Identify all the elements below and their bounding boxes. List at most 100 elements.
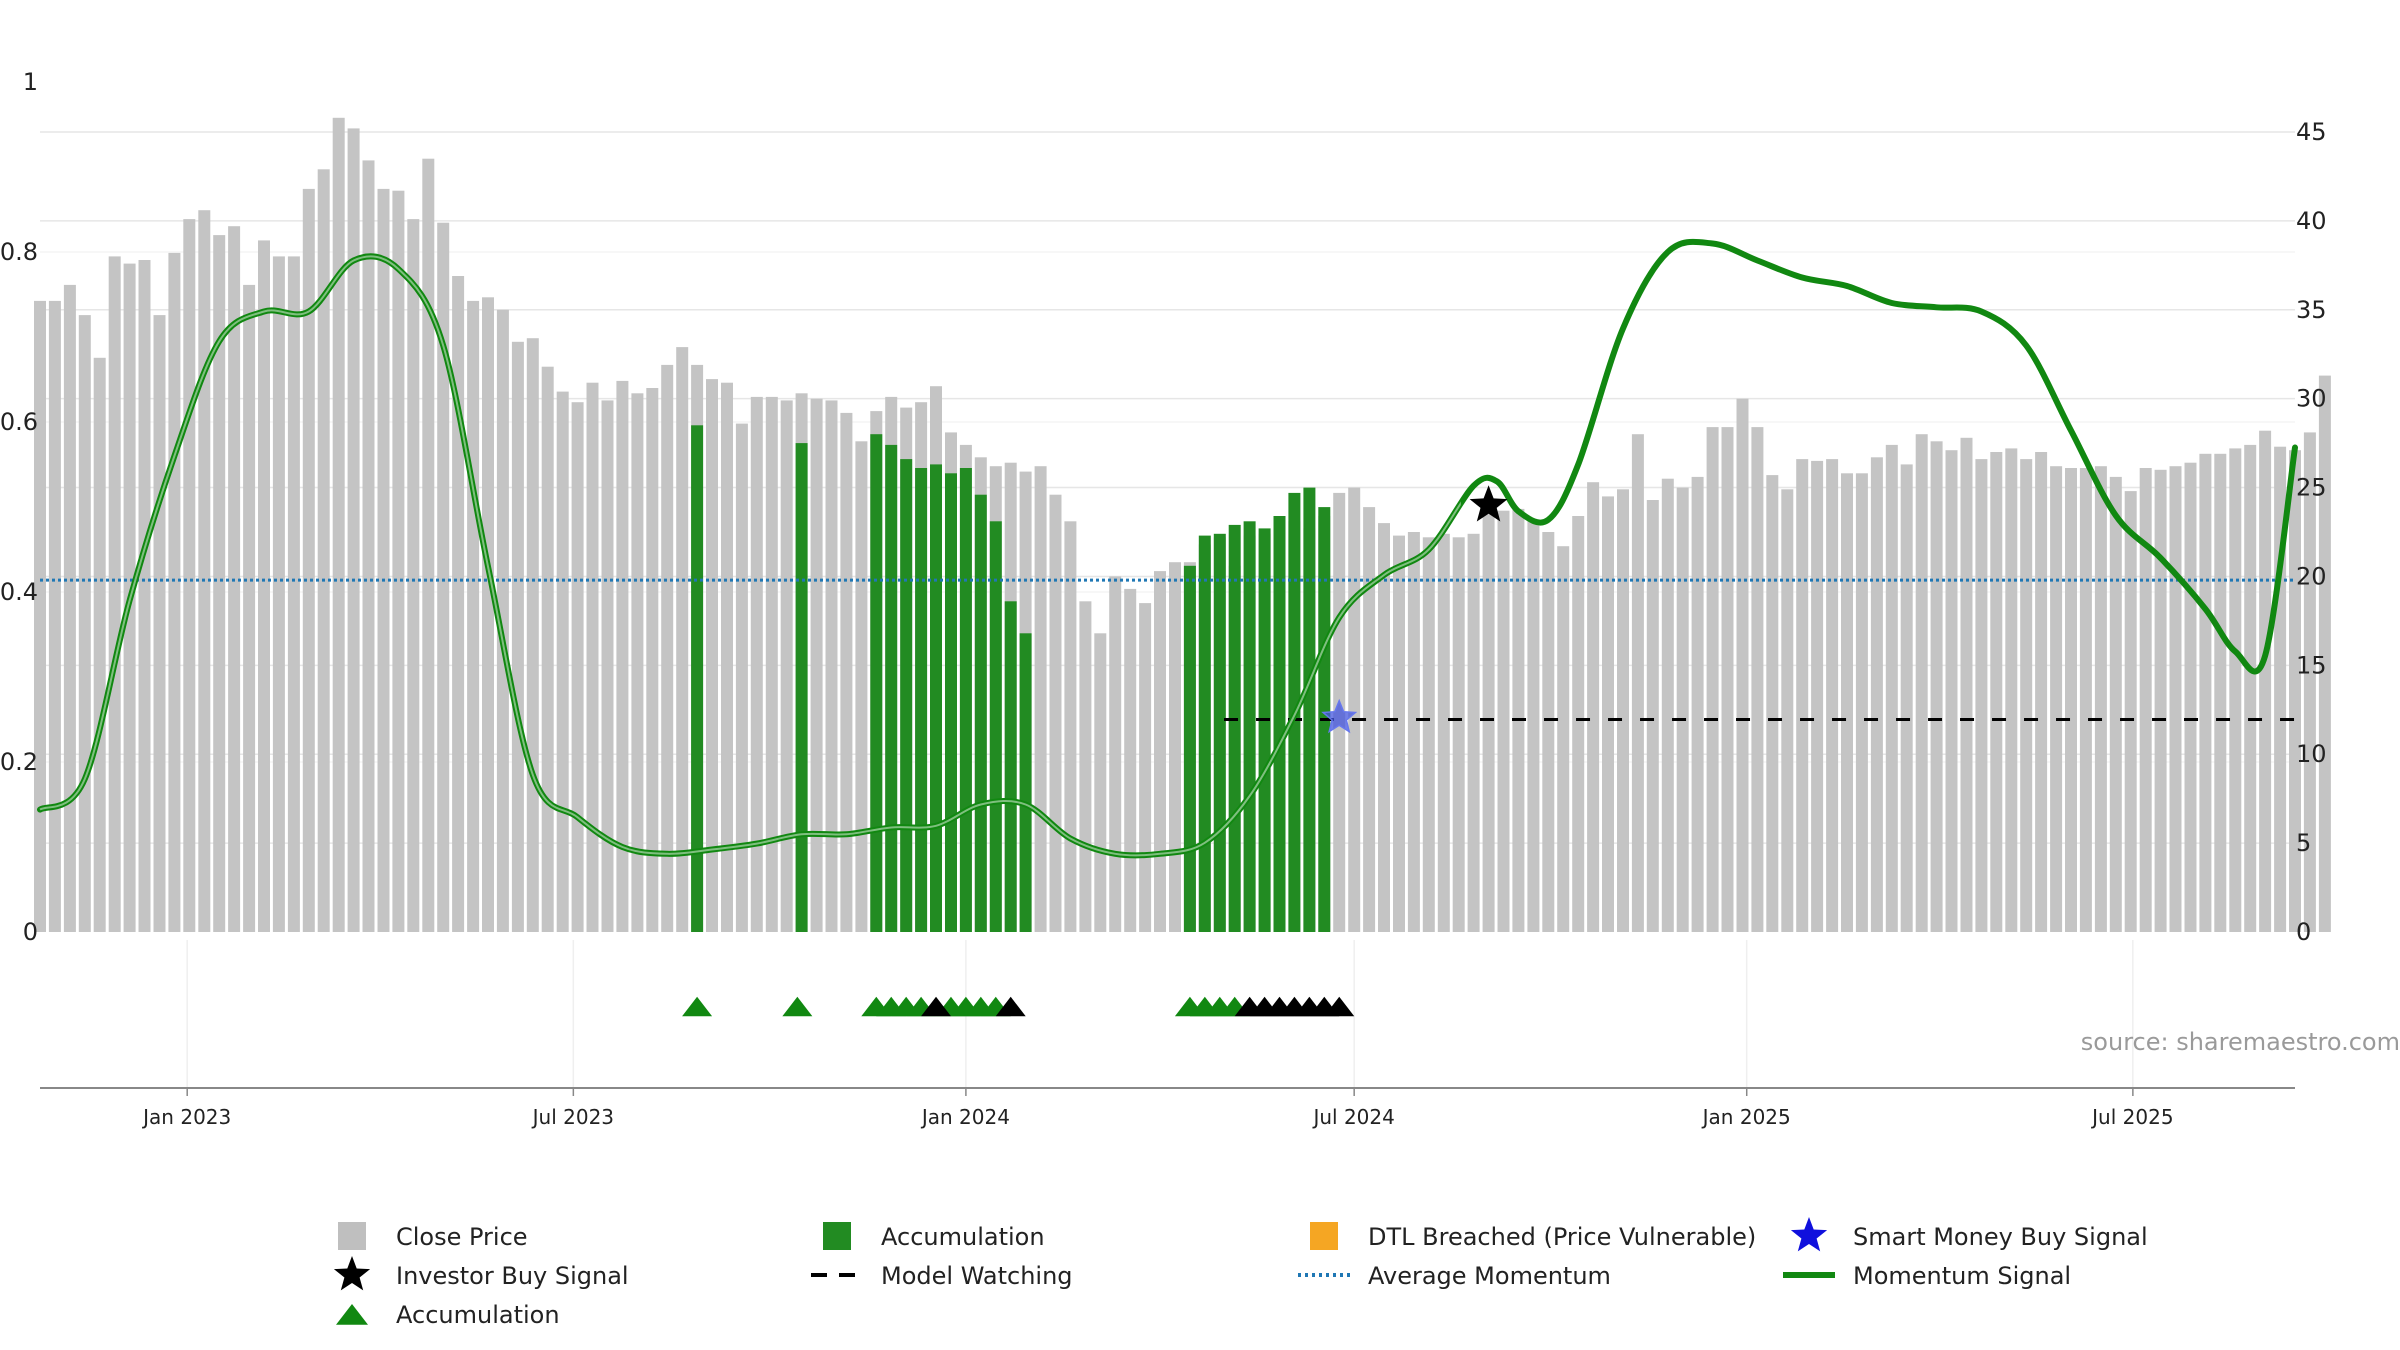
buy-signal-layer (1321, 485, 1508, 734)
close-price-bar (2154, 469, 2167, 932)
close-price-bar (93, 357, 106, 932)
close-price-bar (1676, 487, 1689, 932)
close-price-bar (183, 219, 196, 933)
legend-item: Close Price (338, 1222, 528, 1251)
close-price-bar (2050, 466, 2063, 932)
close-price-bar (1841, 473, 1853, 932)
close-price-bar (1079, 601, 1092, 932)
close-price-bar (168, 252, 181, 932)
close-price-bars (34, 117, 2331, 933)
accumulation-bar (974, 494, 987, 932)
close-price-bar (2035, 452, 2048, 932)
close-price-bar (272, 256, 285, 932)
close-price-bar (1572, 516, 1585, 932)
accumulation-bar (691, 425, 704, 932)
legend-label: Momentum Signal (1853, 1262, 2071, 1290)
x-tick-label: Jul 2025 (2090, 1105, 2173, 1129)
close-price-bar (2109, 476, 2122, 932)
close-price-bar (198, 210, 211, 932)
close-price-bar (1034, 466, 1047, 932)
close-price-bar (1169, 562, 1181, 932)
source-note: source: sharemaestro.com (2081, 1028, 2400, 1056)
legend-swatch (1310, 1222, 1338, 1250)
right-tick-label: 25 (2296, 474, 2327, 502)
close-price-bar (2020, 459, 2033, 932)
left-tick-label: 0 (23, 918, 38, 946)
close-price-bar (1811, 460, 1824, 932)
right-tick-label: 30 (2296, 385, 2327, 413)
close-price-bar (2244, 444, 2257, 932)
accumulation-bar (1198, 535, 1211, 932)
close-price-bar (750, 396, 763, 932)
close-price-bar (2079, 468, 2092, 932)
accumulation-triangle-marker (782, 996, 813, 1017)
legend-label: Close Price (396, 1223, 528, 1251)
close-price-bar (1960, 437, 1973, 932)
legend-label: Smart Money Buy Signal (1853, 1223, 2148, 1251)
right-tick-label: 0 (2296, 918, 2311, 946)
close-price-bar (302, 188, 315, 932)
legend-item: Smart Money Buy Signal (1790, 1217, 2148, 1252)
close-price-bar (1363, 507, 1376, 932)
legend-label: Accumulation (881, 1223, 1045, 1251)
close-price-bar (1348, 487, 1361, 932)
close-price-bar (2303, 432, 2316, 932)
x-tick-label: Jan 2023 (141, 1105, 231, 1129)
accumulation-bar (930, 464, 942, 932)
close-price-bar (1796, 459, 1809, 932)
close-price-bar (735, 423, 748, 932)
close-price-bar (511, 341, 524, 932)
right-tick-label: 20 (2296, 562, 2327, 590)
close-price-bar (1870, 457, 1883, 932)
legend-item: DTL Breached (Price Vulnerable) (1310, 1222, 1756, 1251)
legend-label: Investor Buy Signal (396, 1262, 629, 1290)
close-price-bar (706, 379, 718, 933)
close-price-bar (2214, 453, 2227, 932)
legend-label: Average Momentum (1368, 1262, 1611, 1290)
close-price-bar (1915, 434, 1928, 932)
close-price-bar (1885, 444, 1898, 932)
close-price-bar (646, 388, 659, 932)
accumulation-bar (1243, 521, 1256, 932)
close-price-bar (1378, 523, 1390, 932)
accumulation-bar (959, 468, 972, 932)
close-price-bar (1124, 588, 1137, 932)
x-tick-label: Jul 2024 (1311, 1105, 1394, 1129)
close-price-bar (496, 309, 509, 932)
investor-buy-triangle-marker (921, 996, 952, 1017)
close-price-bar (422, 158, 435, 932)
close-price-bar (1781, 489, 1794, 932)
close-price-bar (108, 256, 121, 932)
close-price-bar (78, 315, 91, 933)
close-price-bar (1154, 571, 1166, 932)
close-price-bar (377, 188, 390, 932)
accumulation-bar (915, 468, 928, 932)
close-price-bar (1736, 398, 1749, 932)
close-price-bar (1661, 478, 1674, 932)
close-price-bar (810, 398, 823, 932)
close-price-bar (1467, 533, 1480, 932)
legend-star-icon (333, 1256, 371, 1291)
legend-item: Accumulation (336, 1301, 560, 1329)
close-price-bar (1766, 475, 1779, 932)
event-marker-strip (682, 996, 1355, 1017)
x-tick-label: Jan 2025 (1701, 1105, 1791, 1129)
accumulation-bar (1303, 487, 1316, 932)
left-tick-label: 0.6 (0, 408, 38, 436)
accumulation-bar (870, 434, 883, 932)
close-price-bar (661, 364, 674, 932)
close-price-bar (676, 347, 689, 933)
close-price-bar (1049, 494, 1062, 932)
accumulation-bar (1183, 565, 1196, 932)
close-price-bar (1064, 521, 1077, 932)
legend-item: Investor Buy Signal (333, 1256, 629, 1291)
close-price-bar (437, 222, 450, 932)
close-price-bar (1990, 452, 2003, 932)
legend-item: Model Watching (811, 1262, 1073, 1290)
close-price-bar (1437, 533, 1450, 932)
close-price-bar (2124, 491, 2137, 932)
accumulation-bar (900, 459, 913, 932)
investor-buy-triangle-marker (995, 996, 1026, 1017)
close-price-bar (392, 190, 405, 932)
